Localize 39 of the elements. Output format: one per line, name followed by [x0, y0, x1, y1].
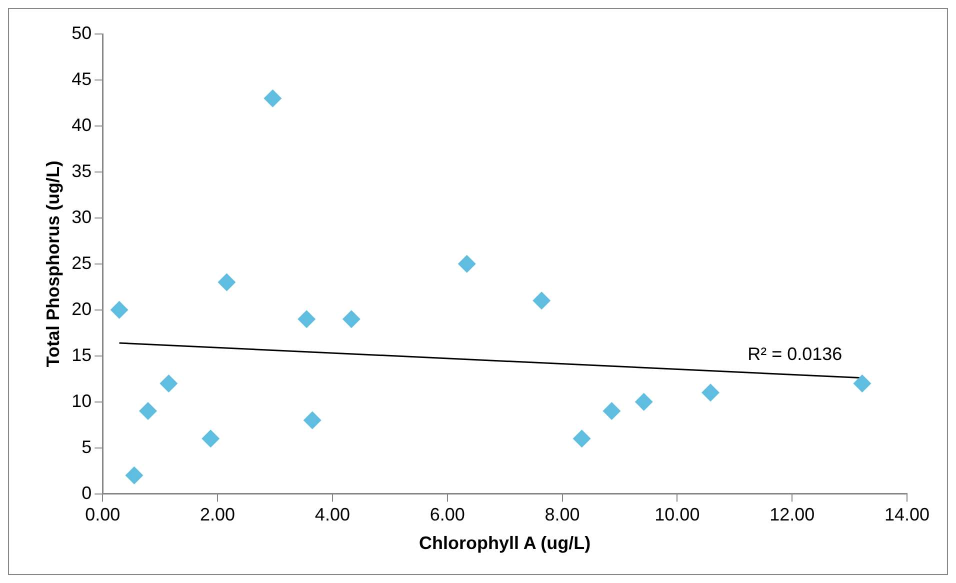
- point: [602, 402, 621, 420]
- x-axis-title: Chlorophyll A (ug/L): [418, 533, 591, 554]
- y-tick-label: 25: [72, 252, 92, 273]
- x-tick-label: 6.00: [430, 504, 465, 525]
- point: [202, 430, 220, 448]
- point: [458, 254, 476, 273]
- y-axis-title: Total Phosphorus (ug/L): [42, 160, 63, 368]
- x-tick-label: 10.00: [654, 504, 700, 525]
- x-tick-label: 4.00: [314, 504, 350, 525]
- point: [139, 402, 158, 420]
- y-tick-label: 15: [72, 344, 92, 365]
- point: [572, 430, 591, 448]
- y-tick-label: 30: [72, 206, 92, 227]
- point: [218, 273, 236, 292]
- y-tick-label: 5: [82, 436, 92, 457]
- y-tick-label: 40: [72, 114, 92, 135]
- point: [702, 384, 720, 402]
- x-tick-label: 14.00: [884, 504, 930, 525]
- y-tick-label: 20: [72, 298, 92, 319]
- point: [298, 310, 316, 328]
- point: [160, 374, 178, 392]
- y-tick-label: 50: [72, 22, 92, 43]
- point: [125, 466, 144, 484]
- y-tick-label: 35: [72, 160, 92, 181]
- point: [853, 374, 872, 392]
- x-tick-label: 8.00: [544, 504, 580, 525]
- point: [634, 392, 653, 411]
- annotation: R² = 0.0136: [748, 344, 842, 364]
- point: [342, 310, 360, 328]
- x-tick-label: 2.00: [200, 504, 236, 525]
- point: [532, 292, 551, 310]
- point: [264, 89, 282, 108]
- point: [303, 411, 322, 430]
- y-tick-label: 10: [72, 390, 92, 411]
- x-tick-label: 12.00: [770, 504, 815, 525]
- y-tick-label: 0: [82, 482, 92, 503]
- y-tick-label: 45: [72, 68, 92, 89]
- point: [110, 300, 128, 319]
- x-tick-label: 0.00: [85, 504, 120, 525]
